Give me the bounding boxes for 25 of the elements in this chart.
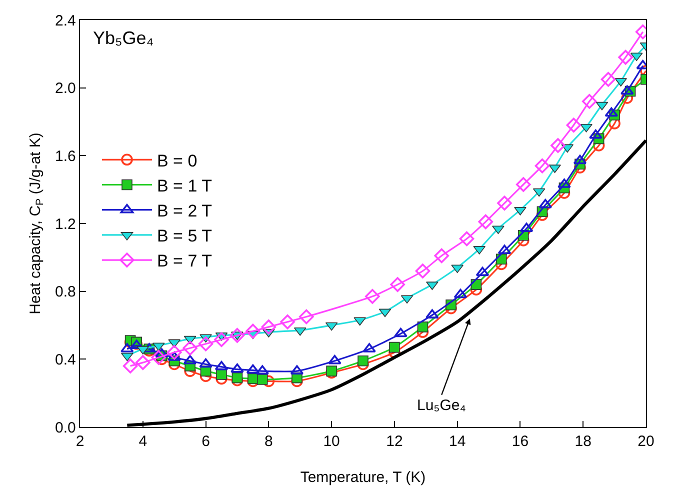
legend-label: B = 5 T	[156, 226, 212, 246]
annotation: Lu₅Ge₄	[417, 397, 466, 414]
legend-label: B = 2 T	[156, 201, 212, 220]
x-tick-label: 10	[323, 433, 340, 450]
y-tick-label: 1.6	[55, 148, 76, 165]
x-tick-label: 16	[512, 433, 529, 450]
annotation: Yb₅Ge₄	[93, 28, 154, 48]
y-tick-label: 0.0	[55, 419, 76, 436]
y-tick-label: 2.4	[55, 12, 76, 30]
x-axis-title: Temperature, T (K)	[300, 469, 426, 486]
legend-label: B = 1 T	[156, 176, 212, 196]
y-tick-label: 1.2	[55, 216, 76, 233]
x-tick-label: 12	[386, 433, 403, 450]
y-tick-label: 0.8	[55, 284, 76, 301]
legend-label: B = 0	[156, 151, 198, 170]
y-tick-label: 2.0	[55, 80, 76, 98]
x-tick-label: 20	[638, 433, 654, 450]
x-tick-label: 14	[448, 433, 466, 450]
legend-label: B = 7 T	[156, 252, 212, 271]
x-tick-label: 4	[138, 433, 148, 450]
x-tick-label: 8	[264, 433, 273, 450]
x-tick-label: 18	[574, 433, 592, 450]
y-tick-label: 0.4	[55, 351, 76, 368]
x-tick-label: 6	[202, 433, 210, 450]
x-tick-label: 2	[76, 433, 84, 450]
